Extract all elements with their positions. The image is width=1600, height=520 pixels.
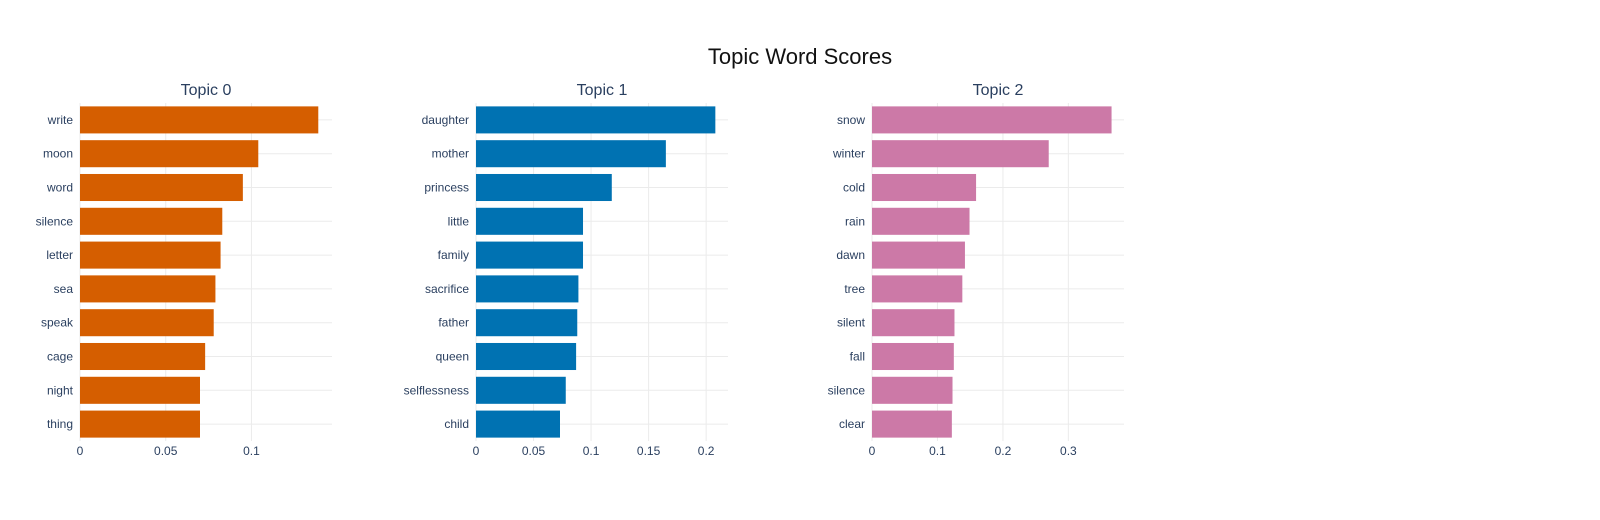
category-label: silence	[828, 383, 866, 397]
bar	[476, 342, 577, 371]
category-label: rain	[845, 214, 865, 228]
category-label: letter	[46, 248, 73, 262]
bar	[476, 241, 584, 269]
bar	[80, 241, 221, 269]
bar	[80, 173, 243, 202]
x-tick-label: 0.2	[995, 444, 1012, 458]
category-label: winter	[832, 147, 865, 161]
category-label: dawn	[836, 248, 865, 262]
category-label: father	[438, 316, 469, 330]
subplot-panels: Topic 0 write moon word silence letter sea spea…	[36, 82, 1124, 458]
category-label: princess	[424, 181, 469, 195]
bar	[476, 106, 716, 134]
bar	[476, 410, 560, 438]
bar	[872, 410, 952, 438]
bar	[872, 275, 963, 303]
category-label: tree	[844, 282, 865, 296]
category-label: snow	[837, 113, 865, 127]
subplot-title: Topic 2	[973, 82, 1024, 99]
x-tick-label: 0.1	[929, 444, 946, 458]
bar	[476, 207, 584, 235]
category-label: moon	[43, 147, 73, 161]
bar	[476, 275, 579, 303]
bar	[872, 173, 977, 202]
subplot-topic-2: Topic 2 snow winter cold rain dawn tree silent f…	[828, 82, 1124, 458]
category-label: word	[46, 181, 73, 195]
subplot-topic-1: Topic 1 daughter mother princess little famil…	[404, 82, 728, 458]
bar	[872, 309, 955, 337]
subplot-topic-0: Topic 0 write moon word silence letter sea spea…	[36, 82, 332, 458]
bar	[872, 140, 1049, 168]
bar	[80, 140, 259, 168]
bar	[872, 342, 954, 371]
category-label: child	[444, 417, 469, 431]
x-tick-label: 0	[473, 444, 480, 458]
category-label: cage	[47, 350, 73, 364]
x-tick-label: 0	[77, 444, 84, 458]
bar	[80, 106, 319, 134]
bar	[80, 376, 200, 404]
subplot-title: Topic 0	[181, 82, 232, 99]
bar	[872, 106, 1112, 134]
figure-title: Topic Word Scores	[708, 44, 892, 69]
x-tick-label: 0.1	[583, 444, 600, 458]
x-tick-label: 0.05	[154, 444, 178, 458]
category-label: clear	[839, 417, 865, 431]
category-label: silence	[36, 214, 74, 228]
category-label: night	[47, 383, 74, 397]
category-label: sacrifice	[425, 282, 469, 296]
category-label: little	[448, 214, 470, 228]
bar	[872, 207, 970, 235]
category-label: mother	[432, 147, 469, 161]
x-tick-label: 0.3	[1060, 444, 1077, 458]
x-tick-label: 0.1	[243, 444, 260, 458]
bar	[80, 342, 206, 371]
category-label: thing	[47, 417, 73, 431]
category-label: speak	[41, 316, 74, 330]
bar	[80, 207, 223, 235]
bar	[476, 140, 666, 168]
category-label: cold	[843, 181, 865, 195]
bar	[872, 376, 953, 404]
category-label: write	[47, 113, 74, 127]
subplot-title: Topic 1	[577, 82, 628, 99]
bar	[872, 241, 965, 269]
category-label: selflessness	[404, 383, 469, 397]
x-tick-label: 0	[869, 444, 876, 458]
x-tick-label: 0.05	[522, 444, 546, 458]
bar	[80, 410, 200, 438]
x-tick-label: 0.15	[637, 444, 661, 458]
bar	[80, 275, 216, 303]
category-label: queen	[436, 350, 469, 364]
category-label: silent	[837, 316, 866, 330]
category-label: sea	[54, 282, 74, 296]
bar	[476, 376, 566, 404]
category-label: family	[438, 248, 469, 262]
category-label: fall	[850, 350, 865, 364]
x-tick-label: 0.2	[698, 444, 715, 458]
bar	[476, 309, 578, 337]
bar	[476, 173, 612, 202]
category-label: daughter	[422, 113, 469, 127]
bar	[80, 309, 214, 337]
